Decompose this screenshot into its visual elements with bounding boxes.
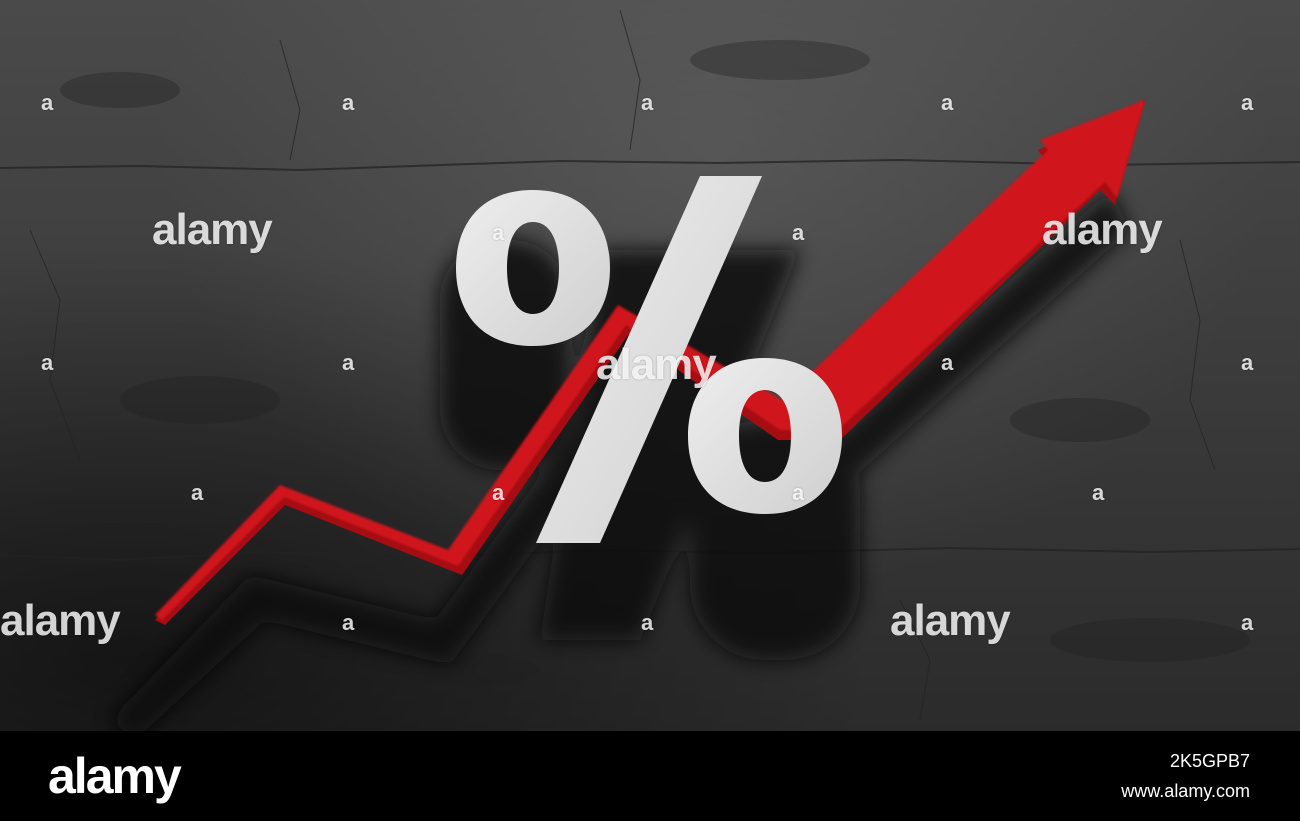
watermark-mark: a xyxy=(941,90,953,115)
watermark-mark: a xyxy=(1241,90,1253,115)
footer-bar: alamy 2K5GPB7 www.alamy.com xyxy=(0,731,1300,821)
watermark-mark: a xyxy=(342,90,354,115)
watermark-mark: a xyxy=(792,220,804,245)
rising-red-arrow xyxy=(155,100,1145,625)
watermark-mark: a xyxy=(1092,480,1104,505)
image-id: 2K5GPB7 xyxy=(1169,751,1250,771)
watermark-mark: a xyxy=(342,610,354,635)
watermark-mark: a xyxy=(792,480,804,505)
percent-symbol xyxy=(456,176,842,543)
watermark-mark: a xyxy=(41,350,53,375)
watermark-mark: a xyxy=(342,350,354,375)
watermark-mark: a xyxy=(41,90,53,115)
photo: alamy alamy alamy alamy alamy a a a a a … xyxy=(0,0,1300,731)
watermark: alamy xyxy=(0,596,121,645)
wall-stains xyxy=(60,40,1250,688)
watermark: alamy xyxy=(152,205,273,254)
watermark: alamy xyxy=(596,340,717,389)
alamy-logo[interactable]: alamy xyxy=(48,748,182,804)
watermark-mark: a xyxy=(641,90,653,115)
watermark-mark: a xyxy=(641,610,653,635)
watermark-mark: a xyxy=(492,220,504,245)
site-url[interactable]: www.alamy.com xyxy=(1121,781,1250,801)
watermark-mark: a xyxy=(941,350,953,375)
photo-illustration xyxy=(0,9,1300,731)
watermark: alamy xyxy=(1042,205,1163,254)
watermark-mark: a xyxy=(1241,350,1253,375)
watermark-mark: a xyxy=(1241,610,1253,635)
watermark-mark: a xyxy=(191,480,203,505)
watermark-mark: a xyxy=(492,480,504,505)
watermark: alamy xyxy=(890,596,1011,645)
